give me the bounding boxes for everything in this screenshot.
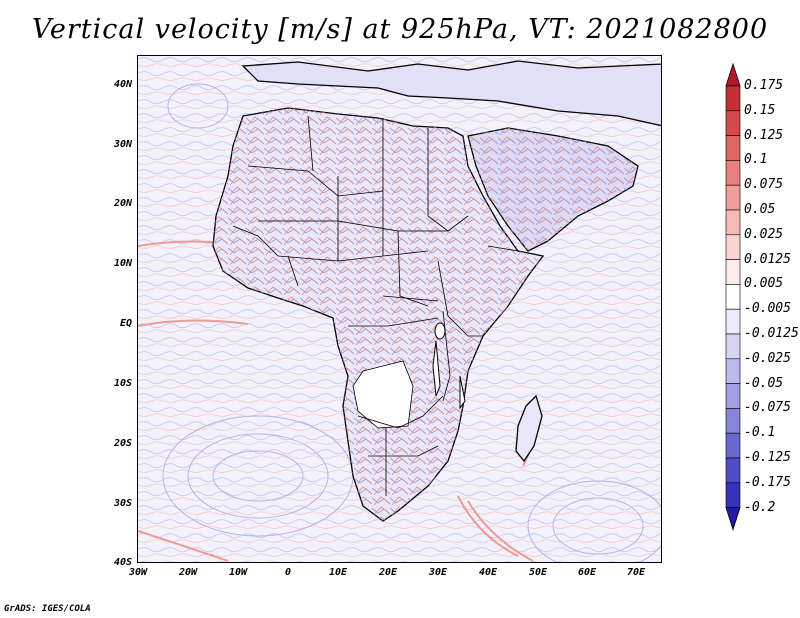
madagascar-outline	[515, 394, 543, 463]
map-panel	[137, 55, 662, 563]
colorbar-tick-label: -0.0125	[744, 326, 799, 341]
lon-tick-label: 20W	[178, 567, 198, 578]
colorbar-segment	[725, 383, 741, 409]
lon-tick-label: 10E	[328, 567, 348, 578]
colorbar-tick-label: -0.005	[744, 301, 791, 317]
europe-outline	[241, 60, 661, 127]
lat-tick-label: 40N	[113, 79, 132, 90]
landmasses	[212, 60, 661, 522]
lon-tick-label: 10W	[228, 567, 248, 578]
colorbar-segment	[725, 209, 741, 236]
colorbar-tick-label: 0.005	[744, 276, 784, 292]
ocean-red-bands	[138, 240, 539, 562]
lat-tick-label: 20N	[113, 198, 132, 209]
colorbar-top-arrow	[725, 62, 741, 87]
lon-tick-label: 40E	[478, 567, 498, 578]
lat-tick-label: 20S	[113, 438, 132, 449]
colorbar-tick-label: 0.0125	[744, 251, 791, 267]
colorbar-tick-label: 0.175	[744, 78, 784, 93]
colorbar-tick-label: 0.125	[744, 127, 784, 143]
colorbar-segment	[725, 432, 741, 459]
colorbar-tick-label: -0.025	[744, 350, 791, 366]
colorbar	[725, 62, 741, 531]
lakes	[432, 322, 466, 410]
lat-tick-label: 30S	[113, 498, 132, 509]
colorbar-tick-label: -0.1	[744, 425, 776, 441]
colorbar-segment	[725, 85, 741, 112]
neutral-region	[352, 360, 414, 429]
colorbar-tick-label: -0.125	[744, 450, 791, 465]
lon-tick-label: 30W	[128, 567, 148, 578]
colorbar-tick-label: 0.05	[744, 202, 776, 217]
lat-tick-label: EQ	[119, 318, 132, 329]
colorbar-tick-label: 0.1	[744, 152, 768, 168]
colorbar-segment	[725, 234, 741, 260]
colorbar-segment	[725, 333, 741, 360]
colorbar-segment	[725, 308, 741, 335]
colorbar-segment	[725, 457, 741, 484]
colorbar-segment	[725, 408, 741, 434]
map-title: Vertical velocity [m/s] at 925hPa, VT: 2…	[31, 14, 769, 45]
lon-tick-label: 20E	[378, 567, 398, 578]
lat-tick-label: 10N	[113, 258, 132, 269]
colorbar-tick-label: -0.05	[744, 375, 784, 391]
colorbar-segment	[725, 284, 741, 310]
colorbar-tick-label: 0.075	[744, 177, 784, 193]
colorbar-tick-label: -0.075	[744, 400, 791, 416]
colorbar-segment	[725, 259, 741, 285]
lat-tick-label: 10S	[113, 378, 132, 389]
africa-texture	[213, 108, 543, 521]
colorbar-tick-label: -0.175	[744, 474, 791, 490]
vertical-velocity-field	[138, 56, 661, 562]
grads-credit: GrADS: IGES/COLA	[4, 604, 91, 614]
lat-tick-label: 30N	[113, 139, 132, 150]
lon-tick-label: 70E	[626, 567, 646, 578]
lon-tick-label: 30E	[428, 567, 448, 578]
colorbar-segment	[725, 184, 741, 211]
lon-tick-label: 60E	[577, 567, 597, 578]
colorbar-bottom-arrow	[725, 507, 741, 531]
colorbar-segment	[725, 110, 741, 136]
arabia-texture	[468, 128, 638, 251]
lon-tick-label: 0	[284, 567, 292, 578]
colorbar-tick-label: 0.15	[744, 102, 776, 118]
country-borders	[232, 115, 519, 496]
colorbar-segment	[725, 160, 741, 186]
colorbar-segment	[725, 482, 741, 508]
colorbar-segment	[725, 358, 741, 384]
colorbar-segment	[725, 135, 741, 161]
lat-tick-label: 40S	[113, 557, 132, 568]
colorbar-tick-label: -0.2	[744, 499, 776, 515]
lon-tick-label: 50E	[528, 567, 548, 578]
colorbar-tick-label: 0.025	[744, 226, 784, 242]
